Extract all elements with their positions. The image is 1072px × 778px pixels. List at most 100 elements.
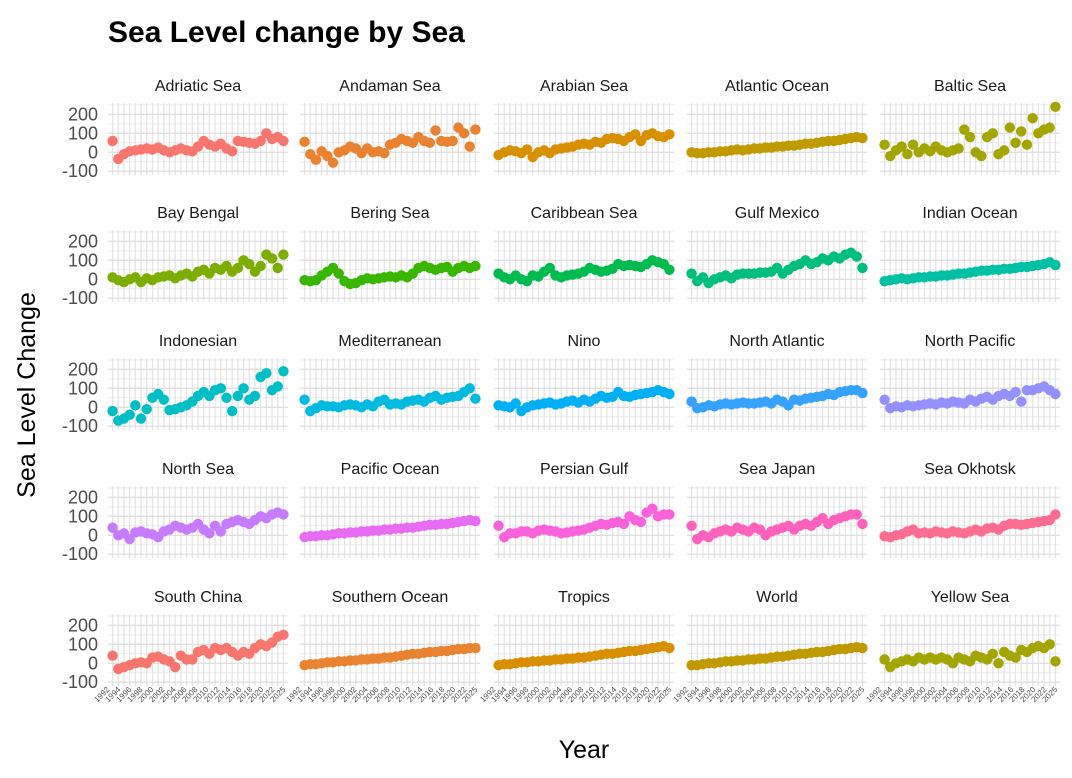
facet-panel-south-china: South China2001000-100199219941996199820… [62, 589, 289, 704]
data-point [424, 137, 436, 148]
data-point [857, 132, 868, 144]
data-point [255, 260, 266, 272]
data-point [493, 520, 504, 531]
data-point [278, 249, 289, 260]
facet-label: Mediterranean [338, 333, 441, 350]
data-point [987, 648, 998, 659]
data-point [857, 387, 868, 399]
y-tick-label: -100 [62, 416, 98, 436]
facet-label: Nino [568, 333, 601, 350]
data-point [987, 128, 998, 139]
data-point [664, 509, 675, 520]
data-point [851, 509, 862, 520]
facet-panel-andaman-sea: Andaman Sea [299, 78, 481, 175]
data-point [857, 642, 868, 654]
facet-panel-pacific-ocean: Pacific Ocean [299, 461, 481, 558]
data-point [976, 150, 987, 162]
data-point [686, 268, 697, 279]
data-point [1044, 639, 1055, 650]
data-point [879, 654, 890, 665]
data-point [1016, 396, 1027, 407]
facet-label: Indian Ocean [922, 205, 1017, 222]
y-tick-label: 0 [88, 397, 98, 417]
data-point [879, 394, 890, 405]
data-point [135, 413, 147, 424]
facet-panel-indian-ocean: Indian Ocean [879, 205, 1061, 302]
data-point [664, 642, 675, 654]
data-point [896, 141, 907, 152]
data-point [221, 392, 232, 403]
data-point [857, 262, 868, 274]
facet-panel-yellow-sea: Yellow Sea199219941996199820002002200420… [864, 589, 1061, 704]
facet-label: North Atlantic [729, 333, 824, 350]
data-point [993, 658, 1004, 669]
data-point [470, 393, 481, 404]
facet-panel-southern-ocean: Southern Ocean19921994199619982000200220… [284, 589, 481, 704]
data-point [255, 135, 266, 147]
data-point [107, 650, 118, 661]
data-point [470, 515, 481, 527]
y-tick-label: -100 [62, 288, 98, 308]
data-point [879, 139, 890, 150]
data-point [851, 251, 862, 262]
data-point [278, 509, 289, 520]
data-point [470, 642, 481, 654]
data-point [1010, 652, 1021, 663]
data-point [226, 405, 238, 417]
data-point [521, 144, 533, 155]
facet-label: Indonesian [159, 333, 237, 350]
data-point [635, 516, 647, 528]
data-point [310, 154, 322, 166]
y-tick-label: 100 [68, 506, 98, 526]
data-point [232, 262, 244, 274]
data-point [464, 141, 475, 152]
y-tick-label: 100 [68, 634, 98, 654]
data-point [470, 124, 481, 135]
facet-label: Persian Gulf [540, 461, 629, 478]
facet-label: Yellow Sea [931, 589, 1010, 606]
data-point [544, 262, 556, 274]
y-tick-label: 200 [68, 231, 98, 251]
data-point [1010, 137, 1021, 148]
facet-label: Arabian Sea [540, 78, 628, 95]
facet-label: South China [154, 589, 242, 606]
data-point [1050, 259, 1061, 271]
y-tick-label: -100 [62, 672, 98, 692]
facet-panel-mediterranean: Mediterranean [299, 333, 481, 430]
data-point [107, 135, 118, 147]
data-point [1021, 139, 1033, 150]
y-tick-label: 0 [88, 525, 98, 545]
facet-panel-atlantic-ocean: Atlantic Ocean [686, 78, 868, 175]
data-point [226, 146, 238, 157]
data-point [278, 366, 289, 377]
data-point [141, 403, 152, 415]
data-point [244, 258, 255, 270]
y-tick-label: 200 [68, 104, 98, 124]
data-point [458, 128, 470, 139]
facet-panel-tropics: Tropics199219941996199820002002200420062… [478, 589, 675, 704]
facet-label: Bay Bengal [157, 205, 239, 222]
y-tick-label: 200 [68, 487, 98, 507]
data-point [204, 528, 215, 539]
data-point [1050, 388, 1061, 400]
facet-label: Southern Ocean [332, 589, 449, 606]
y-tick-label: 100 [68, 250, 98, 270]
data-point [470, 260, 481, 272]
data-point [107, 522, 118, 533]
data-point [1004, 122, 1016, 133]
facet-label: Caribbean Sea [531, 205, 638, 222]
data-point [238, 383, 249, 394]
data-point [430, 125, 441, 136]
facet-label: World [756, 589, 798, 606]
data-point [964, 131, 976, 143]
data-point [959, 124, 970, 135]
data-point [618, 518, 630, 530]
data-point [902, 148, 913, 160]
facet-panel-persian-gulf: Persian Gulf [493, 461, 675, 558]
